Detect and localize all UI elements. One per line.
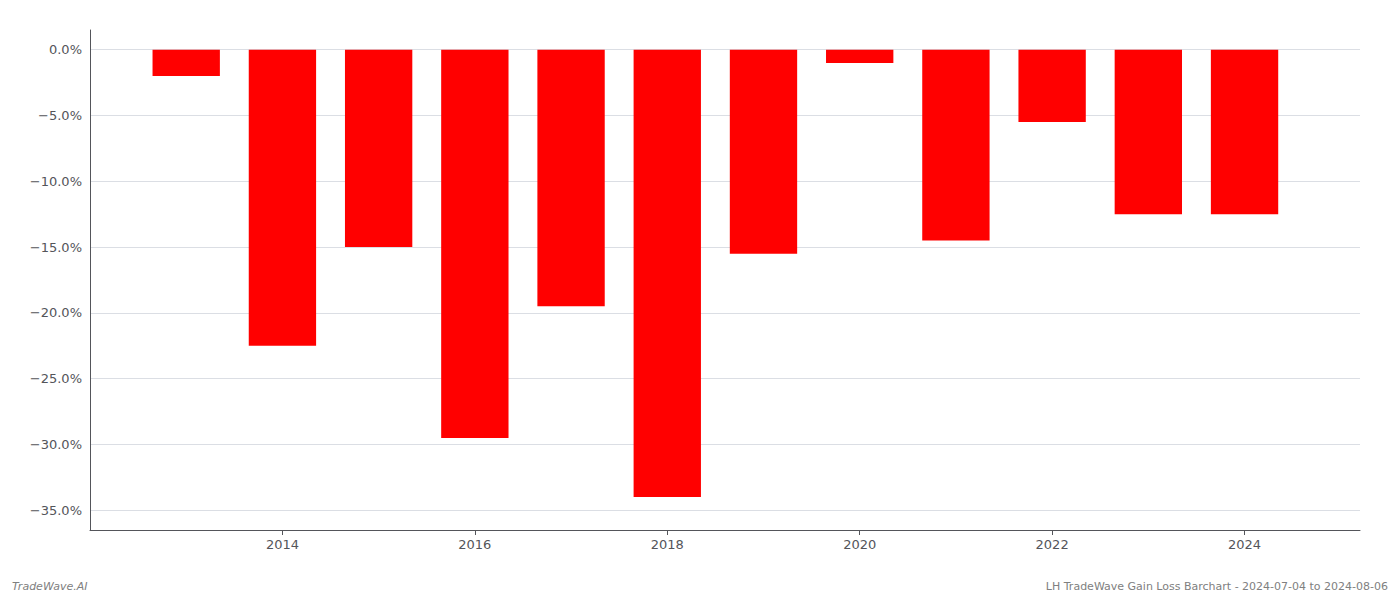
svg-text:−15.0%: −15.0% [30,240,82,255]
svg-text:−35.0%: −35.0% [30,503,82,518]
svg-text:TradeWave.AI: TradeWave.AI [12,580,87,593]
svg-text:2020: 2020 [843,537,876,552]
svg-text:−5.0%: −5.0% [38,108,82,123]
svg-text:2022: 2022 [1036,537,1069,552]
svg-text:2024: 2024 [1228,537,1261,552]
svg-text:−30.0%: −30.0% [30,437,82,452]
svg-text:−25.0%: −25.0% [30,371,82,386]
svg-text:2016: 2016 [458,537,491,552]
svg-text:LH TradeWave Gain Loss Barchar: LH TradeWave Gain Loss Barchart - 2024-0… [1046,580,1388,593]
svg-text:−20.0%: −20.0% [30,305,82,320]
svg-text:−10.0%: −10.0% [30,174,82,189]
svg-text:0.0%: 0.0% [49,42,82,57]
svg-text:2018: 2018 [651,537,684,552]
svg-text:2014: 2014 [266,537,299,552]
